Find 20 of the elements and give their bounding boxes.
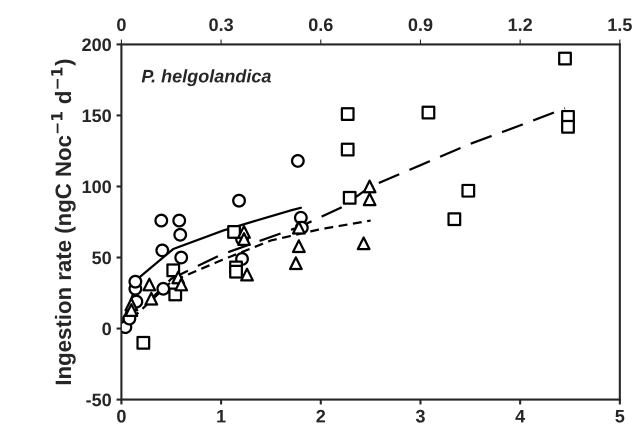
x-tick-label: 1: [217, 410, 226, 422]
x2-tick-label: 0.3: [209, 18, 233, 32]
x2-tick-label: 1.2: [508, 18, 532, 31]
annotation: P. helgolandica: [142, 69, 271, 86]
y-tick-label: 200: [82, 38, 111, 52]
x-tick-label: 3: [416, 410, 425, 423]
y-tick-label: 100: [82, 180, 111, 194]
y-tick-label: 0: [102, 322, 111, 336]
y-tick-label: 50: [92, 251, 111, 264]
x-tick-label: 0: [117, 410, 126, 423]
y-tick-label: 150: [82, 109, 111, 122]
x-tick-label: 2: [316, 410, 326, 422]
x-tick-label: 4: [515, 410, 526, 422]
y-axis-title: Ingestion rate (ngC Noc$^{−1}$ d$^{−1}$): [51, 60, 76, 384]
y-tick-label: -50: [86, 394, 111, 406]
x2-tick-label: 0: [117, 18, 126, 32]
x2-tick-label: 1.5: [608, 18, 632, 32]
x2-tick-label: 0.9: [408, 18, 432, 32]
x2-tick-label: 0.6: [308, 18, 333, 32]
x-tick-label: 5: [615, 410, 624, 423]
